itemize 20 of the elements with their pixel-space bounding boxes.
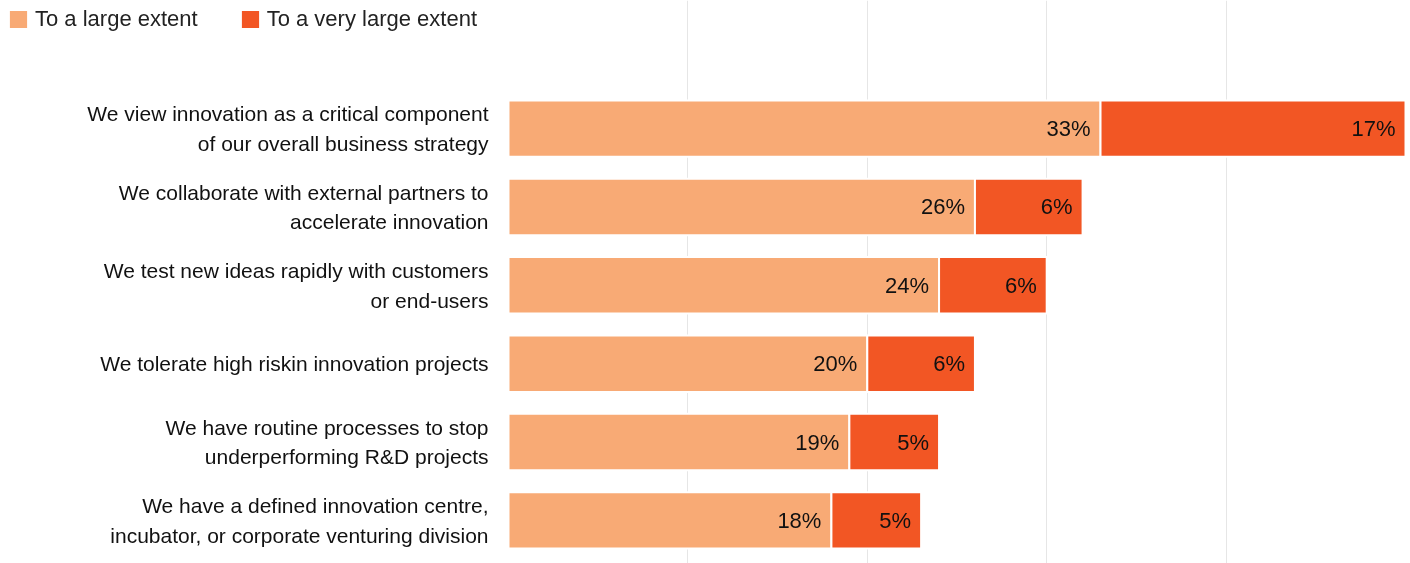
- data-label: 5%: [879, 507, 912, 533]
- y-tick-label: We collaborate with external partners to accelerate innovation: [118, 180, 489, 234]
- data-label: 26%: [920, 194, 965, 220]
- data-label: 6%: [933, 351, 965, 377]
- data-label: 6%: [1004, 272, 1037, 298]
- y-tick-label: We test new ideas rapidly with customers or end-users: [103, 258, 489, 312]
- data-label: 18%: [777, 507, 822, 533]
- y-tick-label: We tolerate high riskin innovation projects: [100, 352, 489, 376]
- data-label: 5%: [897, 429, 930, 455]
- data-label: 20%: [813, 351, 858, 377]
- y-tick-label: We have a defined innovation centre, incubator, or corporate venturing division: [110, 493, 489, 547]
- legend-label: To a very large extent: [266, 6, 478, 32]
- data-label: 17%: [1351, 116, 1396, 142]
- data-label: 19%: [795, 429, 840, 455]
- y-tick-label: We view innovation as a critical component of our overall business strategy: [87, 102, 489, 156]
- data-label: 33%: [1046, 116, 1091, 142]
- legend-label: To a large extent: [35, 6, 198, 32]
- data-label: 24%: [885, 272, 930, 298]
- data-label: 6%: [1040, 194, 1073, 220]
- y-tick-label: We have routine processes to stop underperforming R&D projects: [165, 415, 489, 469]
